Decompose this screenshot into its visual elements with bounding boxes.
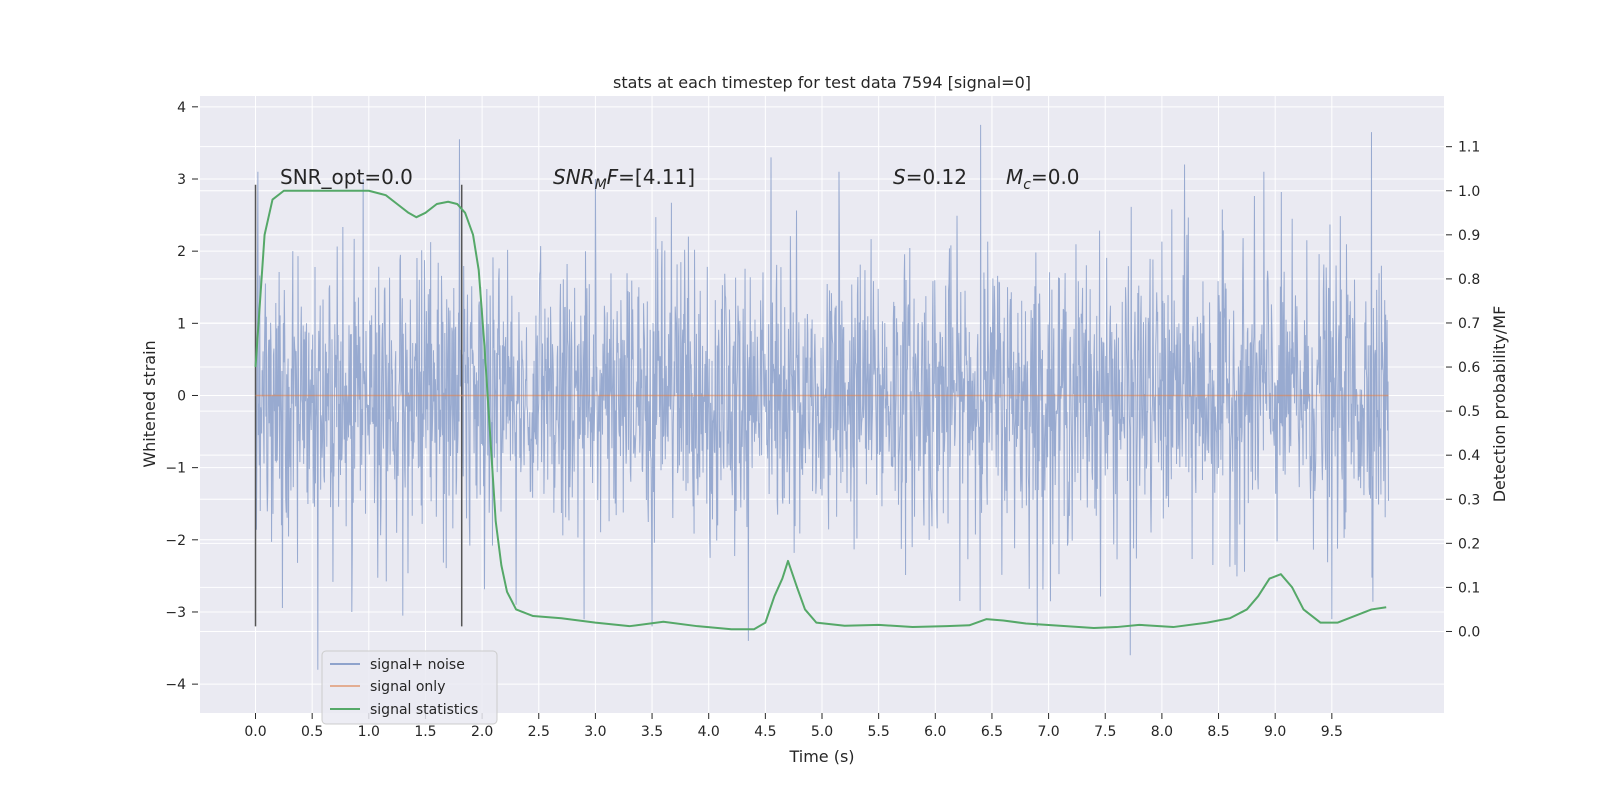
y-axis-right: 0.0 0.1 0.2 0.3 0.4 0.5 0.6 0.7 0.8 0.9 1.0 1.1 [1446, 140, 1480, 640]
y2-tick-label: 0.7 [1458, 316, 1480, 332]
annotations: SNR_opt=0.0 SNRMF=[4.11] S=0.12 Mc=0.0 [280, 165, 1080, 193]
x-tick-label: 0.5 [301, 724, 323, 740]
x-tick-label: 5.5 [868, 724, 890, 740]
annotation-mc-value: =0.0 [1031, 165, 1080, 189]
annotation-snr-opt: SNR_opt=0.0 [280, 165, 413, 189]
annotation-s: S=0.12 [893, 165, 967, 189]
y2-tick-label: 0.2 [1458, 536, 1480, 552]
legend-label-statistics: signal statistics [370, 702, 478, 718]
statistics-line [254, 189, 1387, 631]
y-axis-label: Whitened strain [140, 340, 159, 467]
signal-statistics-series [254, 189, 1387, 631]
y-tick-label: 3 [177, 172, 186, 188]
annotation-s-value: =0.12 [906, 165, 967, 189]
x-tick-label: 6.5 [981, 724, 1003, 740]
annotation-snr-mf-main: SNR [553, 165, 595, 189]
chart-title: stats at each timestep for test data 759… [613, 73, 1031, 92]
x-axis: 0.0 0.5 1.0 1.5 2.0 2.5 3.0 3.5 4.0 4.5 5.0 5.5 6.0 6… [244, 713, 1343, 740]
annotation-snr-mf-sub: M [595, 177, 607, 193]
y2-tick-label: 0.9 [1458, 228, 1480, 244]
x-tick-label: 6.0 [924, 724, 946, 740]
x-tick-label: 9.5 [1321, 724, 1343, 740]
y2-tick-label: 0.8 [1458, 272, 1480, 288]
annotation-mc: Mc=0.0 [1006, 165, 1080, 193]
x-tick-label: 1.0 [358, 724, 380, 740]
y-tick-label: 0 [177, 388, 186, 404]
y2-tick-label: 0.0 [1458, 624, 1480, 640]
x-axis-label: Time (s) [788, 747, 854, 766]
legend-label-signal-only: signal only [370, 679, 445, 695]
y-axis-left: −4 −3 −2 −1 0 1 2 3 4 [165, 100, 198, 693]
y2-axis-label: Detection probability/MF [1490, 306, 1509, 503]
x-tick-label: 0.0 [244, 724, 266, 740]
annotation-snr-mf-tail: F [607, 165, 619, 189]
x-tick-label: 9.0 [1264, 724, 1286, 740]
y2-tick-label: 1.1 [1458, 140, 1480, 156]
x-tick-label: 3.0 [584, 724, 606, 740]
x-tick-label: 5.0 [811, 724, 833, 740]
y2-tick-label: 0.1 [1458, 580, 1480, 596]
x-tick-label: 7.0 [1037, 724, 1059, 740]
x-tick-label: 4.0 [698, 724, 720, 740]
vertical-markers [254, 184, 463, 627]
x-tick-label: 8.0 [1151, 724, 1173, 740]
x-tick-label: 7.5 [1094, 724, 1116, 740]
noise-series [255, 124, 1389, 670]
annotation-snr-mf: SNRMF=[4.11] [553, 165, 695, 193]
x-tick-label: 4.5 [754, 724, 776, 740]
x-tick-label: 3.5 [641, 724, 663, 740]
x-tick-label: 8.5 [1207, 724, 1229, 740]
x-tick-label: 2.0 [471, 724, 493, 740]
legend-label-noise: signal+ noise [370, 657, 465, 673]
y2-tick-label: 0.6 [1458, 360, 1480, 376]
x-tick-label: 2.5 [528, 724, 550, 740]
y-tick-label: −3 [165, 605, 186, 621]
x-tick-label: 1.5 [414, 724, 436, 740]
annotation-s-main: S [893, 165, 906, 189]
legend-box [321, 650, 498, 725]
y-tick-label: −2 [165, 533, 186, 549]
y2-tick-label: 0.3 [1458, 492, 1480, 508]
y-tick-label: −4 [165, 677, 186, 693]
y2-tick-label: 0.4 [1458, 448, 1480, 464]
legend: signal+ noise signal only signal statist… [321, 650, 498, 725]
y-tick-label: 1 [177, 316, 186, 332]
annotation-mc-main: M [1006, 165, 1023, 189]
annotation-mc-sub: c [1023, 177, 1031, 193]
y2-tick-label: 1.0 [1458, 184, 1480, 200]
y-tick-label: −1 [165, 461, 186, 477]
annotation-snr-mf-value: =[4.11] [618, 165, 695, 189]
y2-tick-label: 0.5 [1458, 404, 1480, 420]
y-tick-label: 4 [177, 100, 186, 116]
y-tick-label: 2 [177, 244, 186, 260]
noise-line [255, 124, 1389, 670]
